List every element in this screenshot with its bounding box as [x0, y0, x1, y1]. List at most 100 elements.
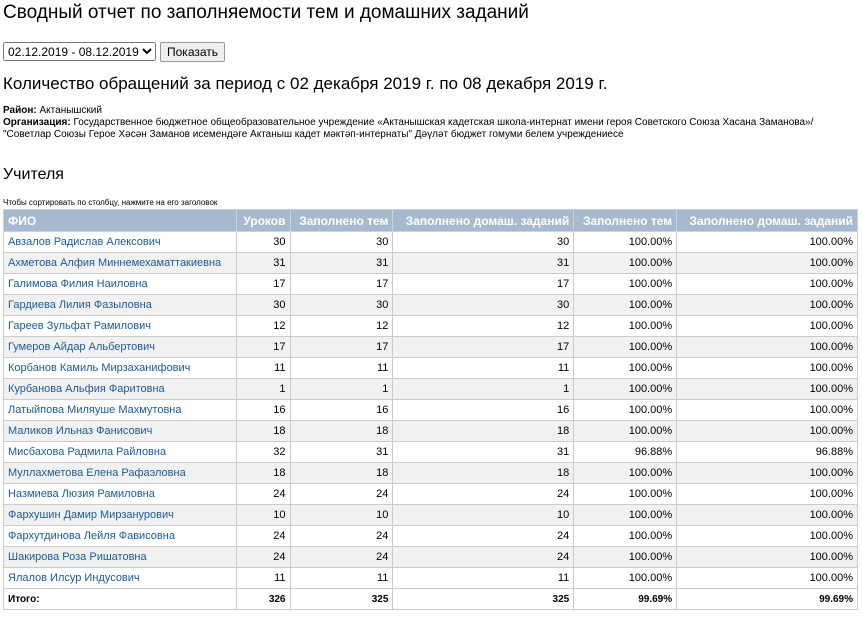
total-row: Итого: 326 325 325 99.69% 99.69%	[3, 588, 858, 610]
info: Район: Актанышский Организация: Государс…	[3, 105, 833, 141]
cell: 16	[235, 399, 291, 421]
teacher-name: Фархушин Дамир Мирзанурович	[3, 504, 237, 526]
teacher-name: Мисбахова Радмила Райловна	[3, 441, 237, 463]
column-header[interactable]: Заполнено тем	[573, 209, 678, 232]
table-row: Шакирова Роза Ришатовна 24 24 24 100.00% 100.…	[3, 546, 858, 568]
cell: 100.00%	[573, 483, 678, 505]
org-label: Организация:	[3, 117, 71, 128]
cell: 31	[235, 252, 291, 274]
table-row: Латыйпова Миляуше Махмутовна 16 16 16 100.00…	[3, 399, 858, 421]
cell: 31	[392, 441, 575, 463]
cell: 10	[392, 504, 575, 526]
cell: 100.00%	[676, 336, 858, 358]
cell: 11	[392, 357, 575, 379]
cell: 30	[392, 231, 575, 253]
cell: 18	[289, 462, 394, 484]
table-row: Мисбахова Радмила Райловна 32 31 31 96.88% 96…	[3, 441, 858, 463]
cell: 30	[289, 294, 394, 316]
cell: 10	[289, 504, 394, 526]
cell: 11	[235, 357, 291, 379]
total-cell: Итого:	[3, 588, 237, 610]
cell: 100.00%	[573, 231, 678, 253]
cell: 100.00%	[573, 420, 678, 442]
cell: 11	[392, 567, 575, 589]
cell: 17	[289, 273, 394, 295]
cell: 100.00%	[573, 399, 678, 421]
column-header[interactable]: Заполнено тем	[289, 209, 394, 232]
page-title: Сводный отчет по заполняемости тем и дом…	[3, 2, 529, 23]
table-row: Ахметова Алфия Миннемехаматтакиевна 31 31 3…	[3, 252, 858, 274]
table-row: Авзалов Радислав Алексович 30 30 30 100.00% 1…	[3, 231, 858, 253]
cell: 17	[392, 336, 575, 358]
cell: 16	[392, 399, 575, 421]
cell: 11	[235, 567, 291, 589]
cell: 17	[235, 273, 291, 295]
sort-hint: Чтобы сортировать по столбцу, нажмите на…	[3, 198, 218, 207]
total-cell: 326	[235, 588, 291, 610]
teacher-name: Гумеров Айдар Альбертович	[3, 336, 237, 358]
district-label: Район:	[3, 105, 37, 116]
teacher-name: Маликов Ильназ Фанисович	[3, 420, 237, 442]
table-row: Корбанов Камиль Мирзаханифович 11 11 11 100.…	[3, 357, 858, 379]
table-row: Фархушин Дамир Мирзанурович 10 10 10 100.00%…	[3, 504, 858, 526]
cell: 100.00%	[573, 336, 678, 358]
cell: 31	[289, 252, 394, 274]
cell: 100.00%	[573, 294, 678, 316]
total-cell: 325	[289, 588, 394, 610]
table-row: Гумеров Айдар Альбертович 17 17 17 100.00% 10…	[3, 336, 858, 358]
cell: 24	[289, 546, 394, 568]
column-header[interactable]: ФИО	[3, 209, 237, 232]
cell: 24	[235, 483, 291, 505]
cell: 100.00%	[573, 252, 678, 274]
cell: 100.00%	[676, 294, 858, 316]
cell: 24	[235, 546, 291, 568]
table-row: Муллахметова Елена Рафаэловна 18 18 18 100.0…	[3, 462, 858, 484]
total-cell: 325	[392, 588, 575, 610]
table-row: Назмиева Люзия Рамиловна 24 24 24 100.00% 100…	[3, 483, 858, 505]
cell: 100.00%	[676, 567, 858, 589]
cell: 18	[289, 420, 394, 442]
cell: 100.00%	[676, 315, 858, 337]
cell: 30	[392, 294, 575, 316]
teacher-name: Авзалов Радислав Алексович	[3, 231, 237, 253]
cell: 31	[289, 441, 394, 463]
teacher-name: Фархутдинова Лейля Фависовна	[3, 525, 237, 547]
cell: 18	[392, 462, 575, 484]
column-header[interactable]: Заполнено домаш. заданий	[676, 209, 858, 232]
cell: 100.00%	[676, 462, 858, 484]
org: Государственное бюджетное общеобразовате…	[3, 117, 814, 140]
column-header[interactable]: Заполнено домаш. заданий	[392, 209, 575, 232]
cell: 17	[392, 273, 575, 295]
cell: 100.00%	[676, 357, 858, 379]
cell: 1	[289, 378, 394, 400]
cell: 30	[235, 231, 291, 253]
cell: 100.00%	[573, 462, 678, 484]
cell: 30	[235, 294, 291, 316]
show-button[interactable]: Показать	[160, 42, 226, 62]
cell: 100.00%	[573, 567, 678, 589]
cell: 17	[235, 336, 291, 358]
cell: 100.00%	[676, 546, 858, 568]
table-row: Гареев Зульфат Рамилович 12 12 12 100.00% 100…	[3, 315, 858, 337]
teacher-name: Ялалов Илсур Индусович	[3, 567, 237, 589]
teacher-name: Галимова Филия Наиловна	[3, 273, 237, 295]
teacher-name: Латыйпова Миляуше Махмутовна	[3, 399, 237, 421]
cell: 12	[289, 315, 394, 337]
cell: 24	[289, 483, 394, 505]
total-cell: 99.69%	[573, 588, 678, 610]
cell: 18	[235, 420, 291, 442]
cell: 11	[289, 357, 394, 379]
cell: 32	[235, 441, 291, 463]
filter-bar: 02.12.2019 - 08.12.2019 Показать	[3, 42, 226, 62]
cell: 100.00%	[573, 378, 678, 400]
teacher-name: Корбанов Камиль Мирзаханифович	[3, 357, 237, 379]
cell: 24	[289, 525, 394, 547]
cell: 17	[289, 336, 394, 358]
cell: 96.88%	[676, 441, 858, 463]
cell: 11	[289, 567, 394, 589]
column-header[interactable]: Уроков	[235, 209, 291, 232]
cell: 24	[392, 546, 575, 568]
cell: 18	[235, 462, 291, 484]
cell: 100.00%	[573, 273, 678, 295]
period-select[interactable]: 02.12.2019 - 08.12.2019	[3, 42, 156, 61]
